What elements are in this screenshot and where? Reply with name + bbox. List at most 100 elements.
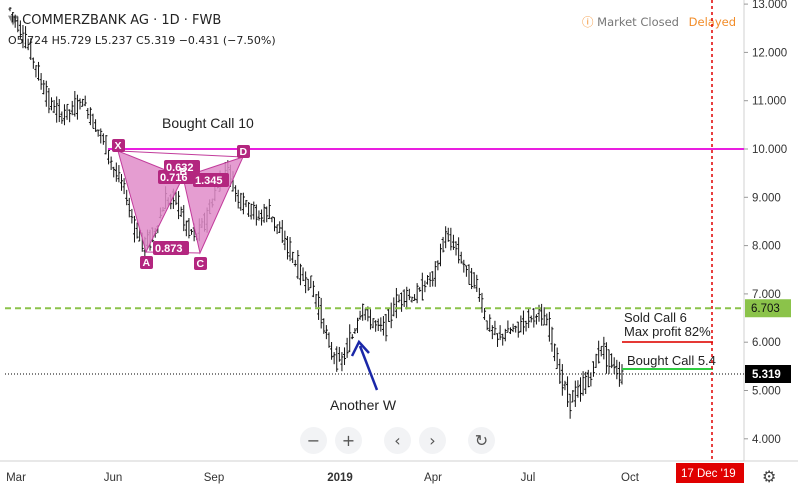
candle (37, 61, 41, 81)
candle (317, 291, 321, 320)
candle (493, 320, 497, 336)
another-w-annotation (350, 339, 379, 391)
time-tick-label: Jun (104, 472, 123, 484)
candle (488, 314, 492, 332)
candle (83, 95, 87, 107)
candle (239, 192, 243, 211)
harmonic-point-c (194, 257, 207, 270)
candle (247, 202, 251, 217)
candle (296, 250, 300, 280)
candle (597, 340, 601, 364)
bought-call-5-4-label: Bought Call 5.4 (627, 353, 716, 368)
harmonic-ratio (164, 160, 200, 174)
candle (384, 313, 388, 342)
candle (566, 376, 570, 407)
delayed-label: Delayed (688, 15, 736, 29)
harmonic-point-d (237, 145, 250, 158)
candle (511, 323, 515, 333)
scroll-left-button[interactable]: ‹ (384, 427, 411, 454)
candle (86, 108, 90, 119)
candle (234, 185, 238, 202)
candle (314, 294, 318, 308)
harmonic-point-label: A (143, 257, 151, 269)
date-badge-label: 17 Dec '19 (681, 468, 736, 480)
candle (278, 221, 282, 234)
candle (42, 80, 46, 95)
candle (480, 292, 484, 313)
zoom-in-button[interactable]: + (335, 427, 362, 454)
candle (599, 345, 603, 357)
zoom-out-button[interactable]: − (300, 427, 327, 454)
candle (394, 287, 398, 319)
ohlc-readout: O5.724 H5.729 L5.237 C5.319 −0.431 (−7.5… (8, 34, 276, 47)
candle (527, 308, 531, 329)
candle (11, 12, 15, 23)
another-w-arrow (358, 345, 379, 391)
price-tick-label: 8.000 (752, 241, 781, 253)
candle (459, 251, 463, 264)
candle (75, 94, 79, 120)
candle (553, 343, 557, 362)
candle (610, 353, 614, 369)
candle (358, 310, 362, 320)
candle (132, 215, 136, 243)
candle (330, 341, 334, 360)
time-tick-label: Sep (204, 472, 224, 484)
candle (496, 333, 500, 347)
candle (532, 307, 536, 328)
candle (31, 57, 35, 69)
candle (62, 104, 66, 126)
price-tick-label: 7.000 (752, 289, 781, 301)
candle (16, 16, 20, 33)
candle (179, 206, 183, 217)
candle (584, 371, 588, 394)
candle (306, 278, 310, 291)
candle (252, 201, 256, 220)
harmonic-point-label: D (240, 146, 248, 158)
candle (433, 261, 437, 287)
candle (581, 371, 585, 396)
candle (65, 103, 69, 120)
bought-call-10-label: Bought Call 10 (162, 115, 254, 131)
harmonic-ratio-label: 0.873 (155, 243, 183, 255)
reset-chart-button[interactable]: ↻ (468, 427, 495, 454)
market-status: ⓘ Market Closed Delayed (582, 14, 736, 30)
price-tick-label: 4.000 (752, 434, 781, 446)
candle (519, 315, 523, 333)
candle (262, 203, 266, 223)
candle (68, 109, 72, 123)
price-tick-label: 11.000 (752, 96, 786, 108)
candle (617, 361, 621, 387)
candle (88, 107, 92, 126)
date-badge (676, 463, 744, 483)
candle (368, 309, 372, 330)
candle (514, 325, 518, 333)
symbol-title[interactable]: COMMERZBANK AG · 1D · FWB (22, 13, 222, 28)
level-6703-badge-bg (745, 299, 791, 318)
candle (374, 320, 378, 332)
candle (327, 332, 331, 348)
candle (101, 133, 105, 145)
candle (288, 237, 292, 262)
candle (291, 251, 295, 263)
level-6703-badge (745, 299, 791, 318)
candle (402, 289, 406, 307)
candle (335, 346, 339, 372)
candle (340, 352, 344, 372)
candle (418, 286, 422, 292)
scroll-right-button[interactable]: › (419, 427, 446, 454)
candle (187, 217, 191, 239)
candle (112, 166, 116, 178)
candle (304, 271, 308, 294)
candle-series (8, 7, 624, 419)
candle (444, 226, 448, 249)
candle (94, 119, 98, 132)
candle (436, 260, 440, 271)
candle (558, 358, 562, 384)
harmonic-point-x (112, 139, 125, 152)
harmonic-point-label: B (180, 166, 188, 178)
candle (343, 347, 347, 366)
candle (361, 303, 365, 321)
candle (265, 206, 269, 223)
